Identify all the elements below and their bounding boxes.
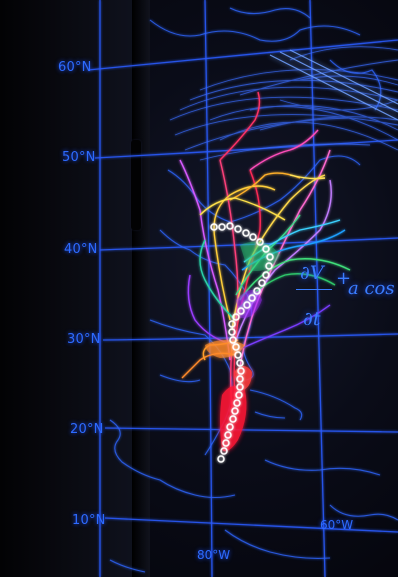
- equation-denominator: ∂t: [303, 308, 321, 330]
- lon-label-80w: 80°W: [197, 548, 231, 562]
- equation-term: a cos: [348, 278, 395, 299]
- lat-label-40n: 40°N: [64, 242, 98, 257]
- cabinet-handle: [131, 140, 141, 230]
- bright-streak: [269, 49, 398, 121]
- lat-label-10n: 10°N: [72, 513, 106, 528]
- equation-fraction-bar: [296, 289, 332, 290]
- lat-label-60n: 60°N: [58, 60, 92, 75]
- equation-numerator: ∂V: [300, 262, 324, 284]
- lon-label-60w: 60°W: [320, 518, 354, 532]
- latitude-grid: [87, 39, 398, 533]
- longitude-grid: [99, 0, 326, 577]
- computer-cabinet: [0, 0, 150, 577]
- lat-label-50n: 50°N: [62, 150, 96, 165]
- equation-plus: +: [336, 268, 352, 289]
- observed-track: [210, 222, 274, 463]
- lat-label-20n: 20°N: [70, 422, 104, 437]
- coastlines: [109, 7, 398, 573]
- blue-trajectory-bundle: [169, 46, 398, 161]
- lat-label-30n: 30°N: [67, 332, 101, 347]
